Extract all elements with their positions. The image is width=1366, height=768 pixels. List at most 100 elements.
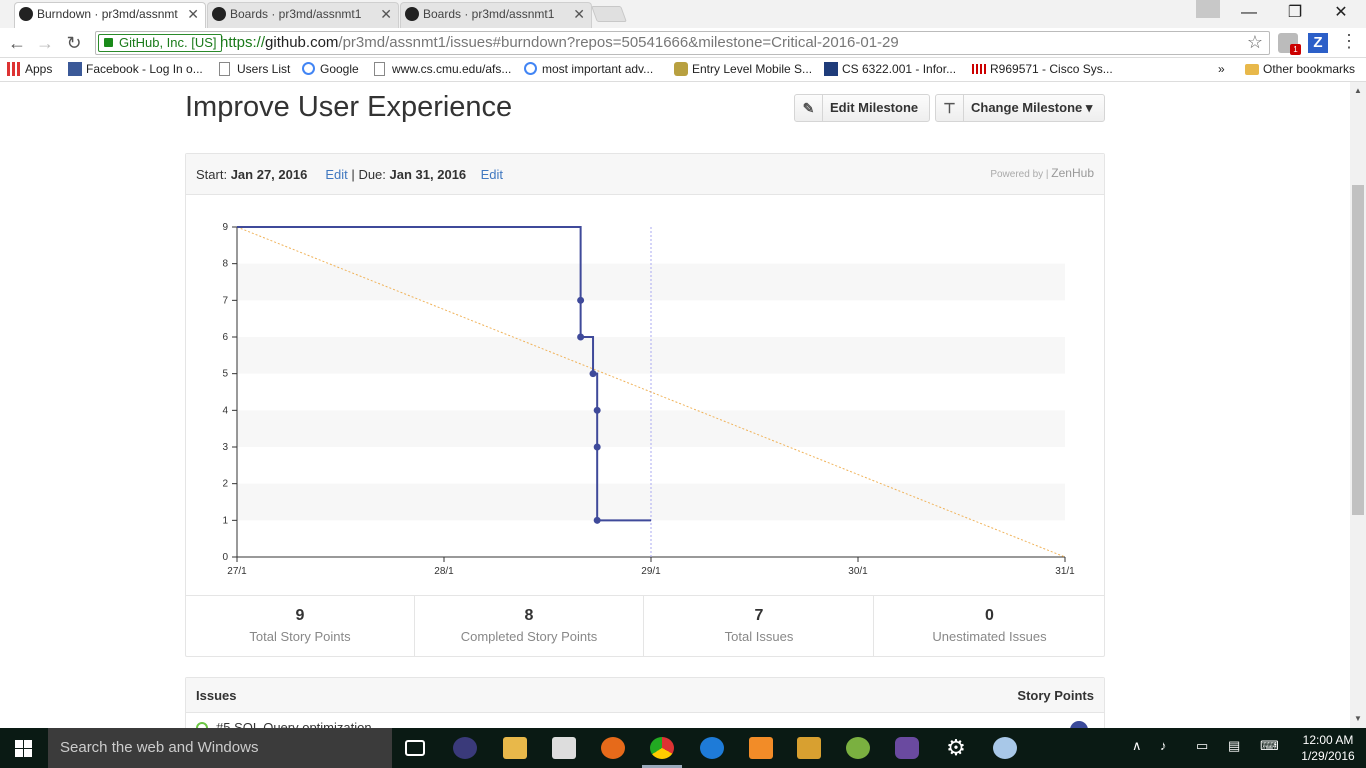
keyboard-icon[interactable]: ⌨ [1260, 738, 1279, 753]
powered-by-label: Powered by | [990, 169, 1049, 180]
bookmark-facebook[interactable]: Facebook - Log In o... [68, 62, 203, 76]
burndown-point [577, 333, 585, 341]
bookmark-star-icon[interactable]: ☆ [1246, 32, 1263, 52]
reload-icon[interactable]: ↻ [66, 33, 82, 53]
bookmark-cisco[interactable]: R969571 - Cisco Sys... [972, 62, 1113, 76]
issue-open-icon [196, 722, 208, 728]
close-tab-icon[interactable]: ✕ [380, 6, 392, 22]
forward-icon[interactable]: → [36, 33, 54, 53]
github-desktop-icon[interactable] [895, 737, 919, 759]
google-icon [524, 62, 537, 75]
tab-boards-2[interactable]: Boards · pr3md/assnmt1 ✕ [400, 2, 592, 28]
close-tab-icon[interactable]: ✕ [573, 6, 585, 22]
bookmarks-overflow[interactable]: » [1218, 62, 1225, 76]
power-icon[interactable]: ▭ [1196, 738, 1209, 753]
security-badge[interactable]: GitHub, Inc. [US] [98, 34, 222, 52]
issue-title[interactable]: #5 SQL Query optimization [216, 720, 372, 728]
chrome-menu-icon[interactable]: ⋮ [1340, 31, 1358, 51]
android-studio-icon[interactable] [846, 737, 870, 759]
cisco-icon [972, 64, 986, 74]
address-bar[interactable]: GitHub, Inc. [US] https://github.com/pr3… [95, 31, 1270, 55]
media-player-icon[interactable] [749, 737, 773, 759]
shield-extension-icon[interactable]: 1 [1278, 33, 1301, 55]
scroll-up-icon[interactable]: ▲ [1354, 86, 1362, 95]
stat-value: 7 [754, 607, 764, 624]
edit-start-link[interactable]: Edit [325, 167, 348, 182]
bookmark-cs6322[interactable]: CS 6322.001 - Infor... [824, 62, 956, 76]
task-view-icon[interactable] [405, 740, 425, 756]
bookmark-users-list[interactable]: Users List [219, 62, 290, 76]
new-tab-button[interactable] [591, 6, 627, 22]
settings-icon[interactable]: ⚙ [946, 735, 966, 760]
store-icon[interactable] [552, 737, 576, 759]
tab-burndown[interactable]: Burndown · pr3md/assnmt ✕ [14, 2, 206, 28]
bookmark-entry-level[interactable]: Entry Level Mobile S... [674, 62, 812, 76]
issue-row[interactable]: #5 SQL Query optimization [196, 720, 372, 728]
profile-icon[interactable] [1196, 0, 1220, 18]
change-milestone-button[interactable]: ⊤ Change Milestone ▾ [935, 94, 1105, 122]
zenhub-brand: ZenHub [1051, 166, 1094, 180]
bookmark-label: Users List [237, 62, 291, 76]
button-label: Edit Milestone [830, 100, 919, 115]
stat-value: 9 [295, 607, 305, 624]
github-icon [405, 7, 419, 21]
bookmarks-bar: Apps Facebook - Log In o... Users List G… [0, 58, 1366, 82]
url-host: github.com [265, 34, 339, 51]
stat-unestimated-issues: 0 Unestimated Issues [875, 596, 1104, 657]
taskbar-clock[interactable]: 12:00 AM 1/29/2016 [1298, 732, 1358, 764]
edit-due-link[interactable]: Edit [480, 167, 504, 182]
powered-by[interactable]: Powered by | ZenHub [990, 154, 1094, 194]
date-separator: | [351, 167, 355, 182]
apps-grid-icon [7, 62, 21, 76]
restore-icon[interactable]: ❐ [1287, 4, 1303, 21]
chrome-icon[interactable] [650, 737, 674, 759]
burndown-point [593, 443, 601, 451]
stat-label: Total Story Points [249, 629, 351, 644]
windows-start-icon[interactable] [15, 740, 32, 757]
pencil-icon: ✎ [795, 95, 823, 121]
tab-strip: Burndown · pr3md/assnmt ✕ Boards · pr3md… [0, 0, 1366, 28]
bookmark-cmu[interactable]: www.cs.cmu.edu/afs... [374, 62, 511, 76]
office-icon[interactable] [797, 737, 821, 759]
lock-icon [104, 38, 113, 47]
bookmark-google[interactable]: Google [302, 62, 359, 76]
firefox-icon[interactable] [601, 737, 625, 759]
folder-icon [1245, 64, 1259, 75]
y-tick-label: 4 [222, 405, 228, 416]
y-tick-label: 7 [222, 295, 228, 306]
bookmark-most-important[interactable]: most important adv... [524, 62, 653, 76]
file-explorer-icon[interactable] [503, 737, 527, 759]
close-tab-icon[interactable]: ✕ [187, 6, 199, 22]
back-icon[interactable]: ← [8, 33, 26, 53]
bookmark-apps[interactable]: Apps [7, 62, 52, 76]
eclipse-icon[interactable] [453, 737, 477, 759]
edge-icon[interactable] [700, 737, 724, 759]
start-label: Start: [196, 167, 228, 182]
zenhub-extension-icon[interactable]: Z [1308, 33, 1328, 53]
close-window-icon[interactable]: ✕ [1334, 4, 1348, 21]
stat-value: 8 [524, 607, 534, 624]
stat-total-issues: 7 Total Issues [645, 596, 874, 657]
extension-badge: 1 [1290, 44, 1301, 55]
stat-value: 0 [985, 607, 994, 624]
paint-icon[interactable] [993, 737, 1017, 759]
edit-milestone-button[interactable]: ✎ Edit Milestone [794, 94, 930, 122]
notifications-icon[interactable]: ▤ [1228, 738, 1241, 753]
bookmark-label: Entry Level Mobile S... [692, 62, 813, 76]
taskbar-search[interactable]: Search the web and Windows [48, 728, 392, 768]
scroll-down-icon[interactable]: ▼ [1354, 714, 1362, 723]
url-text[interactable]: https://github.com/pr3md/assnmt1/issues#… [220, 34, 899, 52]
active-app-indicator [642, 765, 682, 768]
y-tick-label: 6 [222, 332, 228, 343]
security-label: GitHub, Inc. [US] [119, 35, 217, 50]
tray-chevron-icon[interactable]: ∧ [1132, 738, 1142, 753]
volume-icon[interactable]: ♪ [1160, 738, 1167, 753]
tab-boards-1[interactable]: Boards · pr3md/assnmt1 ✕ [207, 2, 399, 28]
tab-label: Boards · pr3md/assnmt1 [230, 7, 362, 21]
x-tick-label: 31/1 [1055, 566, 1075, 577]
other-bookmarks[interactable]: Other bookmarks [1245, 62, 1355, 76]
minimize-icon[interactable]: — [1241, 4, 1257, 21]
scroll-thumb[interactable] [1352, 185, 1364, 515]
bookmark-label: most important adv... [542, 62, 654, 76]
page-scrollbar[interactable]: ▲ ▼ [1350, 82, 1366, 728]
